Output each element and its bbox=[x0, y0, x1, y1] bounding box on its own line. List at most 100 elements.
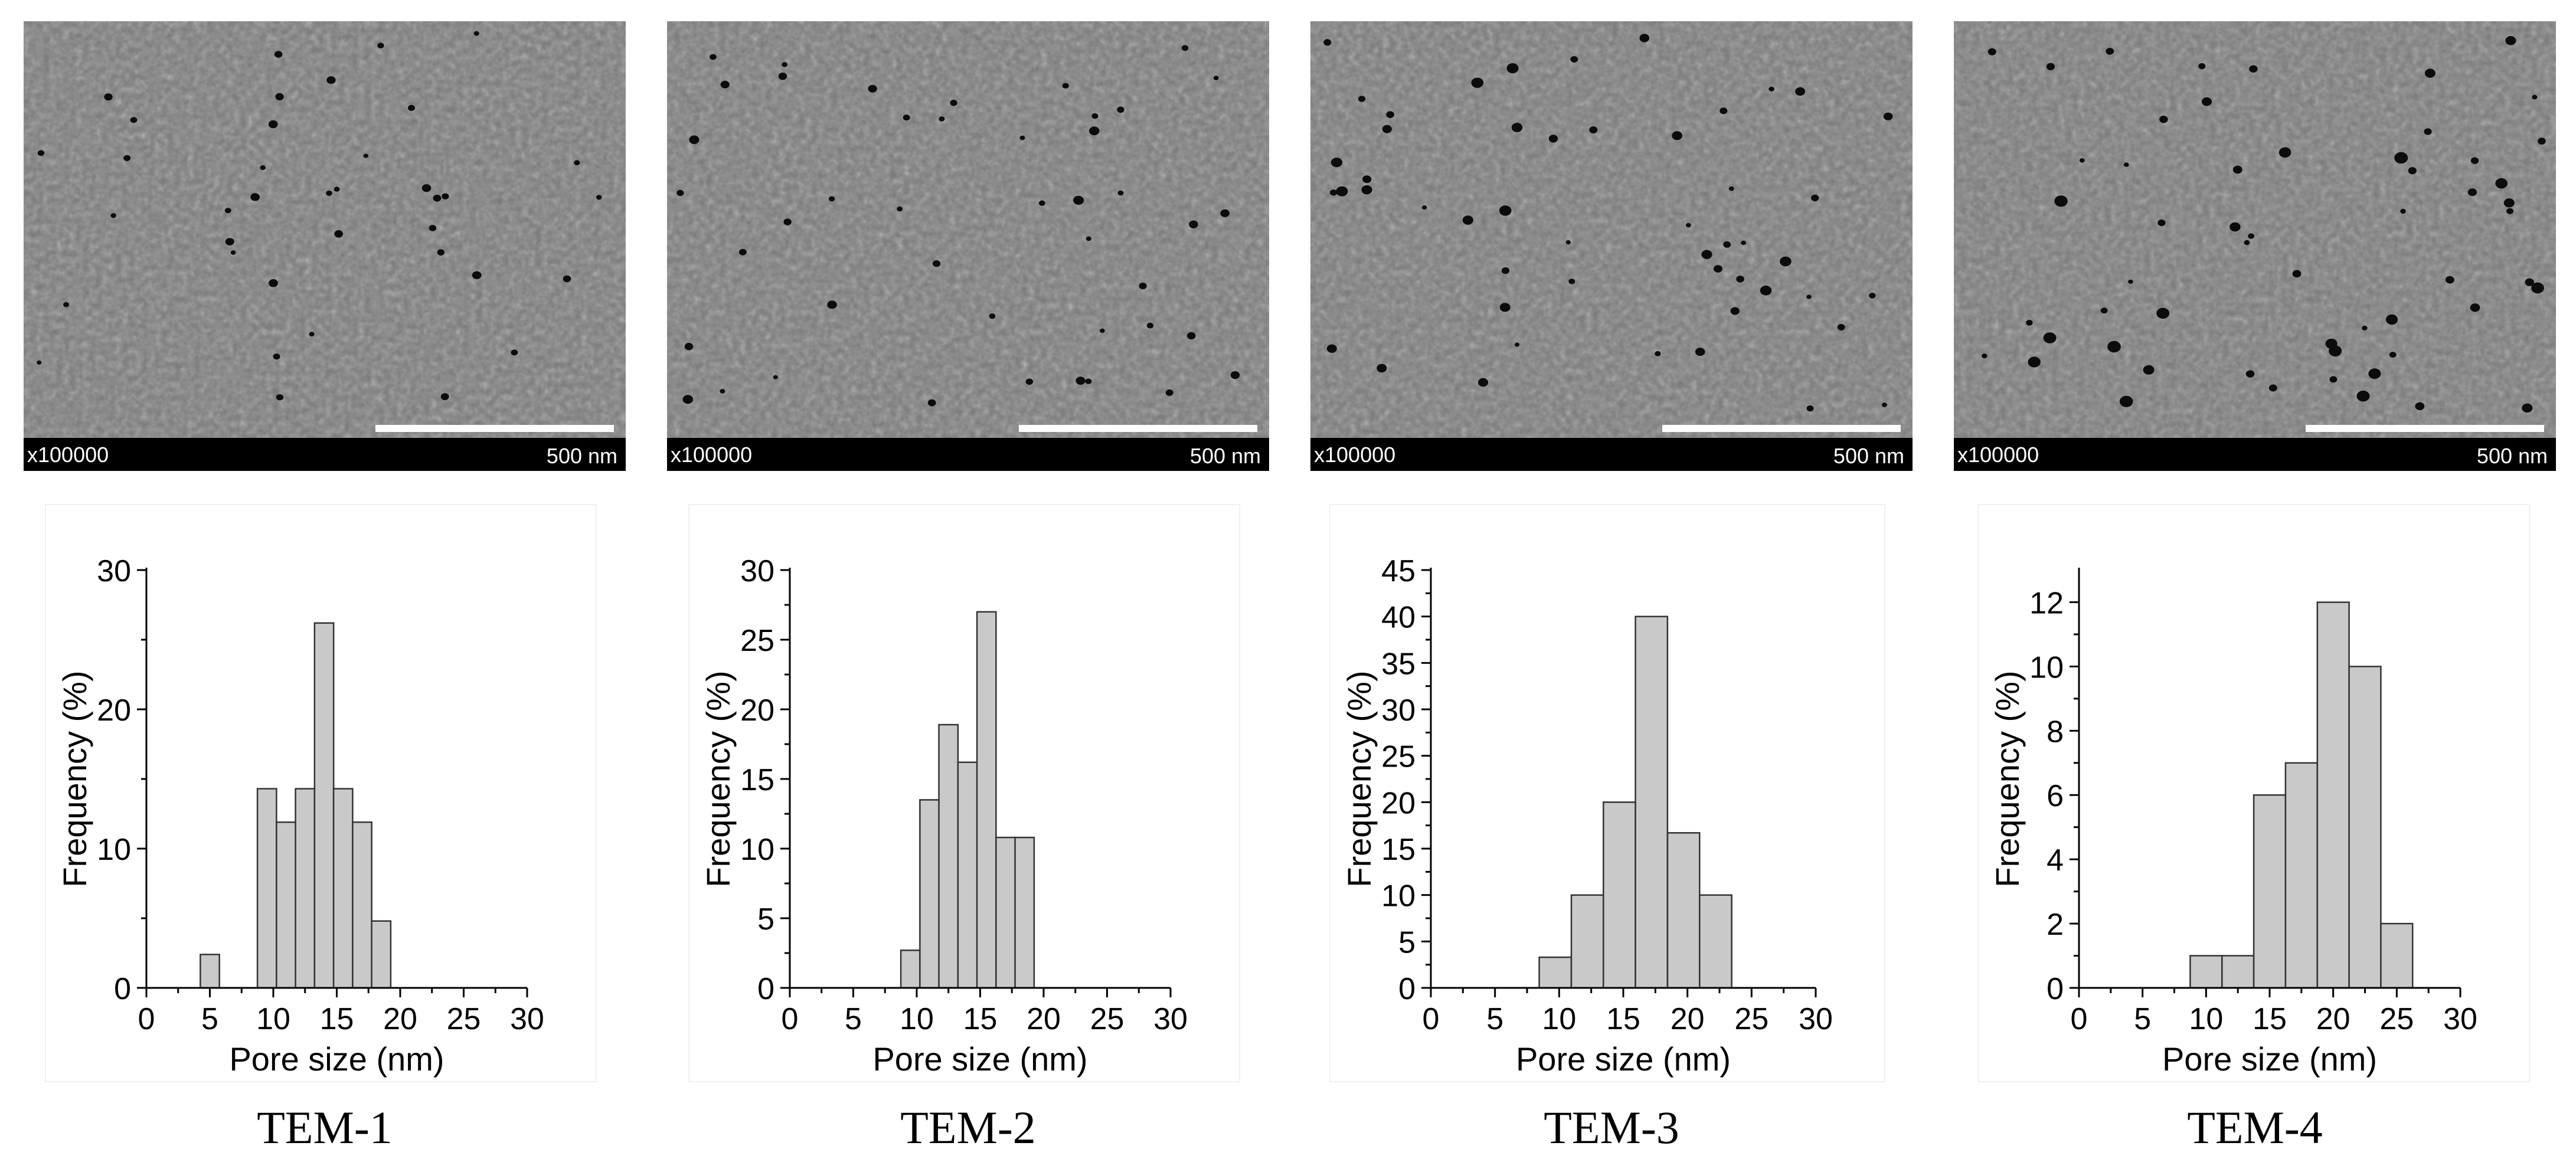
pore bbox=[224, 208, 231, 214]
x-tick-label: 20 bbox=[1027, 1002, 1061, 1036]
sem-texture bbox=[24, 21, 626, 471]
y-tick-label: 30 bbox=[740, 554, 774, 588]
pore bbox=[1323, 39, 1332, 46]
y-tick-label: 20 bbox=[97, 693, 131, 728]
pore bbox=[1883, 112, 1893, 120]
pore bbox=[1514, 342, 1520, 347]
pore bbox=[2467, 188, 2477, 197]
x-tick-label: 20 bbox=[1671, 1002, 1705, 1036]
x-tick-label: 30 bbox=[510, 1002, 544, 1036]
pore bbox=[2028, 356, 2041, 368]
x-tick-label: 5 bbox=[201, 1002, 218, 1036]
y-tick-label: 20 bbox=[1381, 786, 1416, 820]
pore bbox=[1768, 86, 1774, 91]
pore bbox=[2123, 162, 2129, 167]
sem-image: x100000 500 nm bbox=[1310, 21, 1913, 471]
histogram-bar bbox=[1570, 894, 1604, 989]
y-tick-label: 45 bbox=[1381, 554, 1416, 588]
pore bbox=[868, 84, 877, 93]
x-tick-label: 10 bbox=[1542, 1002, 1576, 1036]
axes: 0 2 4 6 8 10 12 0 5 10 15 20 25 30 bbox=[2029, 568, 2477, 1036]
histogram-bar bbox=[352, 821, 372, 989]
pore bbox=[1358, 96, 1366, 102]
pore bbox=[2368, 368, 2381, 379]
pore bbox=[1100, 328, 1105, 333]
pore bbox=[225, 238, 234, 245]
pore bbox=[1075, 377, 1086, 385]
pore bbox=[1499, 205, 1512, 216]
pore bbox=[2198, 63, 2206, 70]
sem-image: x100000 500 nm bbox=[1954, 21, 2556, 471]
pore bbox=[37, 360, 42, 365]
y-tick-label: 0 bbox=[2047, 972, 2064, 1006]
pore bbox=[2503, 198, 2515, 208]
pore bbox=[1230, 371, 1240, 379]
pore bbox=[927, 399, 936, 407]
pore bbox=[950, 100, 957, 106]
pore bbox=[309, 332, 315, 337]
pore bbox=[2394, 152, 2408, 164]
y-tick-label: 5 bbox=[757, 902, 774, 937]
pore bbox=[2128, 279, 2133, 284]
pore bbox=[274, 51, 283, 58]
pore bbox=[989, 313, 996, 319]
scale-bar bbox=[1019, 425, 1257, 432]
pore bbox=[1025, 378, 1034, 385]
pore bbox=[1501, 267, 1510, 274]
y-tick-label: 4 bbox=[2047, 843, 2064, 878]
pore bbox=[1089, 126, 1100, 136]
histogram-bar bbox=[256, 788, 277, 989]
pore bbox=[1795, 87, 1805, 96]
panel-tem-4: x100000 500 nm bbox=[1954, 0, 2556, 1172]
scale-bar bbox=[2306, 425, 2544, 432]
pore bbox=[2408, 167, 2417, 175]
pore bbox=[276, 394, 284, 401]
pore bbox=[933, 260, 941, 267]
pore bbox=[1570, 56, 1578, 63]
pore bbox=[1589, 126, 1598, 134]
histogram-bar bbox=[295, 788, 316, 989]
pore bbox=[2107, 341, 2121, 353]
sem-info-bar: x100000 500 nm bbox=[1310, 438, 1913, 471]
pore bbox=[1471, 77, 1484, 88]
pore bbox=[596, 195, 602, 200]
pore bbox=[1462, 215, 1473, 225]
pore bbox=[1382, 125, 1392, 133]
bars bbox=[200, 622, 392, 989]
pore bbox=[2445, 276, 2454, 284]
x-tick-label: 15 bbox=[2253, 1002, 2287, 1036]
histogram-bar bbox=[332, 788, 354, 989]
pore bbox=[1165, 389, 1173, 396]
pore bbox=[563, 275, 571, 283]
pore bbox=[1499, 303, 1511, 312]
pore bbox=[689, 135, 699, 145]
pore bbox=[2054, 195, 2068, 207]
y-tick-label: 35 bbox=[1381, 647, 1416, 681]
pore bbox=[574, 160, 580, 165]
pore bbox=[2424, 128, 2432, 135]
pore bbox=[2325, 338, 2338, 349]
pore bbox=[1377, 364, 1387, 373]
sem-texture bbox=[667, 21, 1269, 471]
pore bbox=[1186, 332, 1196, 340]
pore bbox=[2201, 97, 2212, 106]
histogram-bar bbox=[1603, 801, 1636, 989]
pore bbox=[1695, 348, 1705, 356]
x-axis-label: Pore size (nm) bbox=[872, 1040, 1087, 1078]
x-tick-label: 25 bbox=[1090, 1002, 1124, 1036]
y-axis-label: Frequency (%) bbox=[699, 670, 737, 887]
pore bbox=[275, 93, 284, 100]
sem-texture bbox=[1310, 21, 1913, 471]
x-tick-label: 25 bbox=[2379, 1002, 2414, 1036]
magnification-label: x100000 bbox=[1314, 443, 1396, 467]
sem-image: x100000 500 nm bbox=[24, 21, 626, 471]
histogram-bar bbox=[2284, 762, 2318, 989]
y-tick-label: 40 bbox=[1381, 601, 1416, 635]
x-tick-label: 10 bbox=[900, 1002, 934, 1036]
pore bbox=[2157, 220, 2166, 227]
y-tick-label: 5 bbox=[1398, 925, 1416, 960]
pore bbox=[2532, 94, 2538, 100]
pore bbox=[1146, 322, 1154, 329]
x-tick-label: 20 bbox=[2316, 1002, 2351, 1036]
pore bbox=[2248, 233, 2254, 239]
